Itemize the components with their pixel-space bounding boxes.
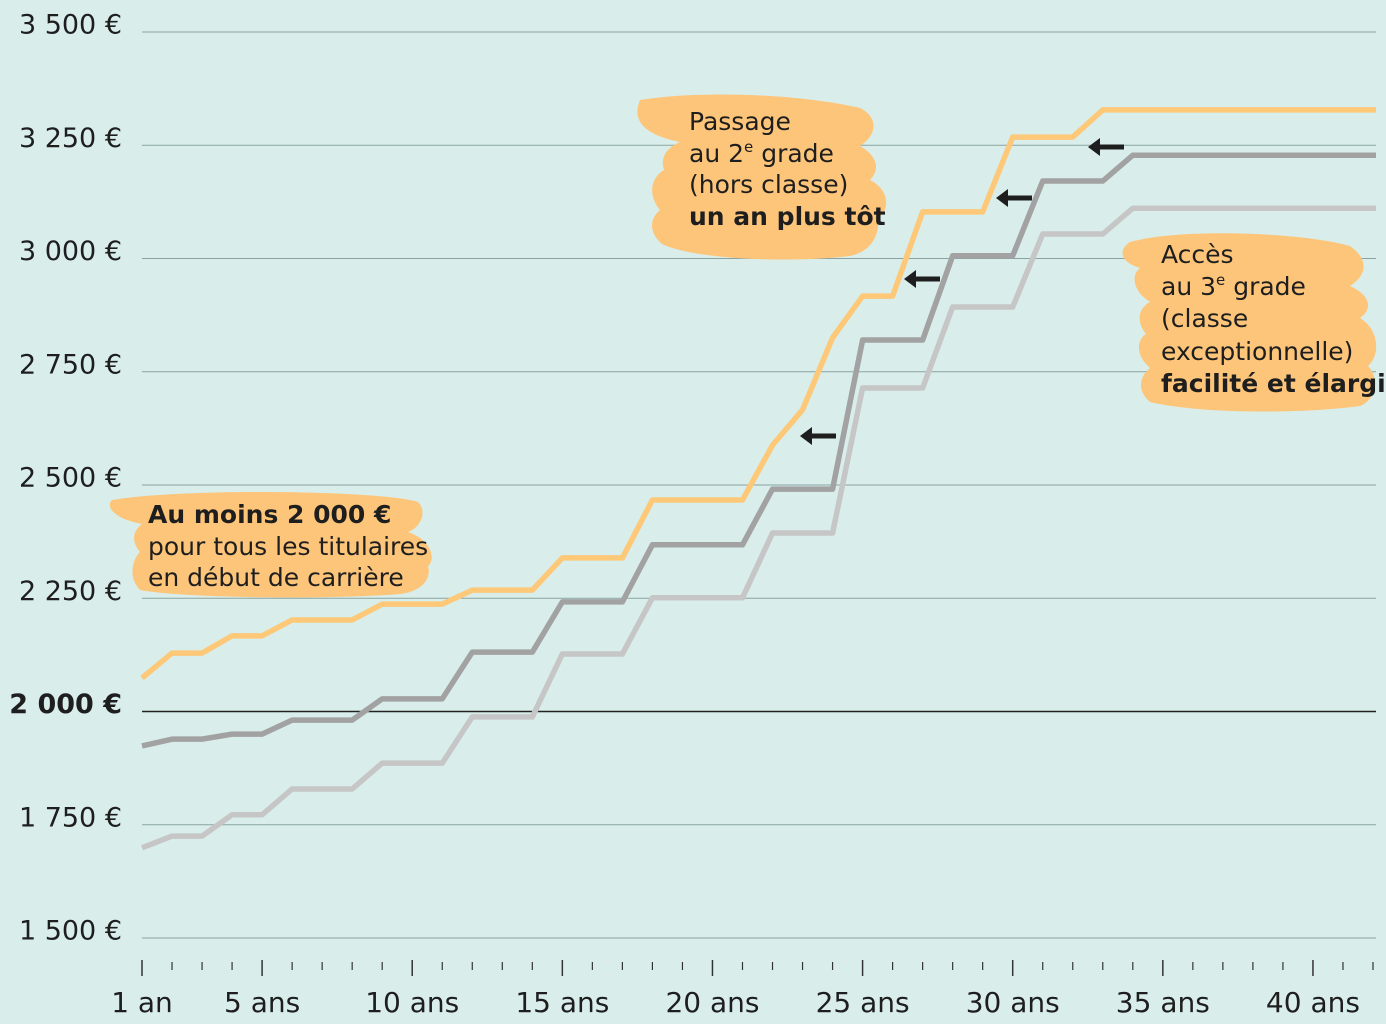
x-tick-label: 1 an [111,986,173,1019]
annotation-text: (classe [1161,304,1248,333]
y-tick-label: 2 500 € [19,463,122,494]
y-tick-label: 1 750 € [19,802,122,833]
blob [109,491,432,598]
arrow-head [800,427,812,445]
annotation-text: en début de carrière [148,563,404,592]
blob [637,94,887,260]
y-tick-label: 3 250 € [19,123,122,154]
x-tick-label: 10 ans [365,986,459,1019]
y-tick-label: 2 000 € [9,689,122,720]
superscript: e [744,138,753,156]
y-tick-label: 1 500 € [19,916,122,947]
annotation-text: au 2e grade [689,138,834,169]
arrow-head [1088,138,1100,156]
y-tick-label: 2 750 € [19,349,122,380]
arrows [800,138,1124,445]
annotation-text: un an plus tôt [689,202,886,231]
annotation-text: au 3e grade [1161,271,1306,302]
annotation: Passage au 2e grade (hors classe) un an … [689,107,886,231]
annotation: Accès au 3e grade (classe exceptionnelle… [1161,240,1386,398]
x-tick-label: 25 ans [816,986,910,1019]
annotation-blobs [109,94,1377,598]
y-tick-label: 2 250 € [19,576,122,607]
annotation-text: grade [1225,272,1306,301]
annotation-text: facilité et élargi [1161,369,1386,398]
arrow-head [996,189,1008,207]
x-tick-label: 40 ans [1266,986,1360,1019]
annotation-text: Accès [1161,240,1234,269]
x-tick-label: 5 ans [224,986,300,1019]
x-tick-label: 20 ans [665,986,759,1019]
annotation-text: au 2 [689,139,744,168]
annotation-text: exceptionnelle) [1161,337,1353,366]
lines [140,107,1376,851]
grid: 1 500 € 1 750 € 2 000 € 2 250 € 2 500 € 2 750… [9,10,1376,1019]
annotation-text: Au moins 2 000 € [148,500,391,529]
series-line [140,205,1376,851]
blob [1122,233,1377,412]
arrow-head [904,270,916,288]
series-line [141,152,1376,749]
series-line [140,107,1376,681]
annotation-text: pour tous les titulaires [148,532,428,561]
x-tick-label: 30 ans [966,986,1060,1019]
annotation-text: grade [753,139,834,168]
y-tick-label: 3 000 € [19,236,122,267]
superscript: e [1216,271,1225,289]
y-tick-label: 3 500 € [19,10,122,41]
x-tick-label: 35 ans [1116,986,1210,1019]
annotation: Au moins 2 000 € pour tous les titulaire… [148,500,428,592]
annotation-text: Passage [689,107,791,136]
x-tick-label: 15 ans [515,986,609,1019]
annotation-text: (hors classe) [689,170,848,199]
annotation-text: au 3 [1161,272,1216,301]
